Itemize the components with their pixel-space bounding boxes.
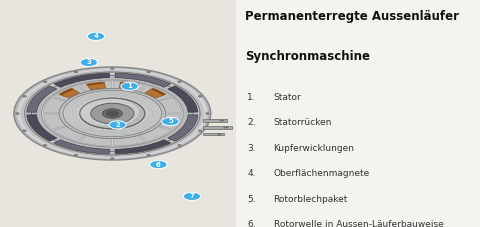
Text: Oberflächenmagnete: Oberflächenmagnete (274, 169, 370, 178)
Circle shape (80, 58, 97, 67)
Text: 5.: 5. (247, 195, 256, 204)
Wedge shape (87, 82, 104, 86)
Wedge shape (53, 126, 85, 141)
Wedge shape (60, 89, 73, 95)
Bar (218, 134, 221, 135)
Circle shape (80, 98, 139, 126)
Circle shape (15, 113, 19, 114)
Bar (224, 127, 228, 128)
Circle shape (110, 158, 114, 159)
Circle shape (41, 80, 183, 147)
Text: Synchronmaschine: Synchronmaschine (245, 50, 370, 63)
Wedge shape (54, 73, 109, 87)
Bar (203, 126, 232, 128)
Circle shape (26, 73, 201, 155)
Circle shape (20, 70, 204, 157)
Text: 1.: 1. (247, 93, 256, 102)
Circle shape (23, 130, 26, 131)
Circle shape (103, 109, 122, 118)
Wedge shape (168, 115, 198, 141)
Wedge shape (159, 98, 181, 113)
Circle shape (80, 98, 145, 129)
FancyBboxPatch shape (0, 0, 236, 227)
Wedge shape (115, 73, 171, 87)
Circle shape (32, 75, 193, 152)
Circle shape (150, 160, 167, 169)
Wedge shape (140, 126, 171, 141)
Text: 6.: 6. (247, 220, 256, 227)
Circle shape (43, 144, 47, 146)
Text: 5: 5 (168, 118, 173, 124)
Wedge shape (79, 136, 111, 146)
Text: 4: 4 (94, 33, 98, 39)
Circle shape (14, 67, 211, 160)
Polygon shape (25, 93, 200, 155)
Circle shape (162, 117, 179, 126)
Circle shape (205, 113, 209, 114)
Circle shape (18, 69, 206, 158)
Circle shape (110, 68, 114, 69)
Wedge shape (86, 82, 106, 90)
Text: Statorrücken: Statorrücken (274, 118, 332, 128)
Circle shape (25, 72, 200, 155)
Wedge shape (44, 98, 66, 113)
Wedge shape (119, 82, 138, 90)
Circle shape (74, 71, 78, 73)
Wedge shape (53, 86, 85, 101)
Bar (203, 133, 225, 136)
Text: 3: 3 (86, 59, 91, 65)
Circle shape (63, 90, 161, 137)
Wedge shape (168, 86, 198, 112)
Wedge shape (140, 86, 171, 101)
Circle shape (59, 88, 166, 139)
Text: Stator: Stator (274, 93, 301, 102)
Text: 2: 2 (115, 122, 120, 128)
Circle shape (25, 72, 200, 155)
Circle shape (178, 144, 181, 146)
Circle shape (106, 110, 119, 117)
Wedge shape (27, 86, 57, 112)
Circle shape (91, 103, 134, 124)
Wedge shape (151, 89, 165, 95)
Text: Rotorwelle in Aussen-Läuferbauweise: Rotorwelle in Aussen-Läuferbauweise (274, 220, 444, 227)
Text: Rotorblechpaket: Rotorblechpaket (274, 195, 348, 204)
Wedge shape (115, 140, 171, 154)
Text: 7: 7 (190, 193, 194, 199)
Wedge shape (159, 114, 181, 129)
Bar (203, 119, 228, 121)
Wedge shape (79, 81, 111, 91)
Wedge shape (113, 81, 146, 91)
Text: 6: 6 (156, 162, 161, 168)
Wedge shape (44, 114, 66, 129)
Wedge shape (121, 82, 137, 86)
Wedge shape (54, 140, 109, 154)
Wedge shape (113, 136, 146, 146)
Circle shape (183, 192, 201, 200)
Wedge shape (59, 88, 80, 98)
Wedge shape (27, 115, 57, 141)
Text: 4.: 4. (247, 169, 256, 178)
Text: Kupferwicklungen: Kupferwicklungen (274, 144, 355, 153)
FancyBboxPatch shape (236, 0, 480, 227)
Text: 1: 1 (127, 83, 132, 89)
Circle shape (43, 81, 47, 83)
Circle shape (16, 68, 208, 159)
Circle shape (198, 96, 202, 97)
Circle shape (23, 96, 26, 97)
Circle shape (147, 71, 150, 73)
Circle shape (109, 121, 126, 129)
Circle shape (178, 81, 181, 83)
Text: Permanenterregte Aussenläufer: Permanenterregte Aussenläufer (245, 10, 459, 23)
Circle shape (87, 32, 105, 40)
Wedge shape (145, 88, 166, 98)
Text: 3.: 3. (247, 144, 256, 153)
Circle shape (121, 82, 138, 90)
Bar (220, 120, 224, 121)
Circle shape (147, 154, 150, 156)
Text: 2.: 2. (247, 118, 256, 128)
Circle shape (198, 130, 202, 131)
Circle shape (74, 154, 78, 156)
